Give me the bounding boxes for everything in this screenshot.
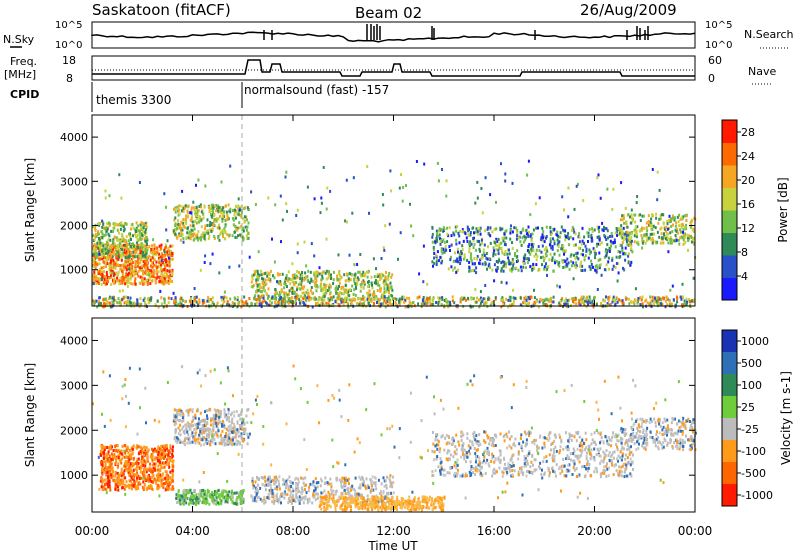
colorbar-tick-label: -500 xyxy=(741,467,766,480)
colorbar-tick-label: 500 xyxy=(741,357,762,370)
colorbar-tick-label: 28 xyxy=(741,126,755,139)
nave-label: Nave xyxy=(748,65,776,78)
colorbar-swatch xyxy=(722,418,737,441)
velocity-colorbar-label: Velocity [m s-1] xyxy=(779,371,793,465)
x-axis: 00:00 04:00 08:00 12:00 16:00 20:00 00:00 xyxy=(75,115,713,538)
colorbar-tick-label: 12 xyxy=(741,222,755,235)
nsearch-label: N.Search xyxy=(744,28,794,41)
velocity-ylabel: Slant Range [km] xyxy=(23,363,37,467)
cpid-segment-2: normalsound (fast) -157 xyxy=(244,83,389,97)
nsearch-tick-high: 10^5 xyxy=(705,20,732,31)
colorbar-swatch xyxy=(722,277,737,301)
nave-tick-low: 0 xyxy=(708,72,715,85)
colorbar-swatch xyxy=(722,374,737,397)
colorbar-swatch xyxy=(722,255,737,278)
colorbar-swatch xyxy=(722,120,737,143)
nsky-tick-low: 10^0 xyxy=(55,40,82,51)
colorbar-tick-label: -25 xyxy=(741,423,759,436)
x-tick-label: 12:00 xyxy=(376,524,411,538)
y-tick-label: 2000 xyxy=(60,220,88,233)
power-colorbar: 4 8 12 16 20 24 28 xyxy=(721,119,755,301)
colorbar-tick-label: 20 xyxy=(741,174,755,187)
nave-tick-high: 60 xyxy=(708,54,722,67)
colorbar-swatch xyxy=(722,396,737,419)
colorbar-swatch xyxy=(722,462,737,485)
colorbar-tick-label: 4 xyxy=(741,270,748,283)
cpid-label: CPID xyxy=(10,88,39,101)
colorbar-tick-label: 100 xyxy=(741,379,762,392)
y-tick-label: 2000 xyxy=(60,424,88,437)
colorbar-swatch xyxy=(722,210,737,233)
colorbar-swatch xyxy=(722,187,737,211)
colorbar-tick-label: 8 xyxy=(741,246,748,259)
power-ylabel: Slant Range [km] xyxy=(23,158,37,262)
y-tick-label: 4000 xyxy=(60,131,88,144)
x-tick-label: 20:00 xyxy=(577,524,612,538)
colorbar-tick-label: -100 xyxy=(741,445,766,458)
beam-label: Beam 02 xyxy=(355,4,422,22)
date-label: 26/Aug/2009 xyxy=(580,1,677,19)
colorbar-tick-label: 24 xyxy=(741,150,755,163)
colorbar-swatch xyxy=(722,232,737,256)
freq-tick-high: 18 xyxy=(62,54,76,67)
freq-tick-low: 8 xyxy=(66,72,73,85)
nsearch-tick-low: 10^0 xyxy=(705,40,732,51)
x-tick-label: 00:00 xyxy=(678,524,713,538)
freq-unit-label: [MHz] xyxy=(4,68,36,81)
velocity-colorbar: 1000 500 100 25 -25 -100 -500 -1000 xyxy=(721,329,773,507)
colorbar-tick-label: 25 xyxy=(741,401,755,414)
nsky-panel xyxy=(91,21,696,49)
nsky-label: N.Sky xyxy=(3,33,35,46)
colorbar-swatch xyxy=(722,165,737,188)
freq-label: Freq. xyxy=(10,55,37,68)
x-tick-label: 16:00 xyxy=(477,524,512,538)
freq-panel xyxy=(91,55,696,81)
colorbar-swatch xyxy=(722,142,737,166)
power-panel: 1000 2000 3000 4000 xyxy=(60,114,697,309)
x-tick-label: 00:00 xyxy=(75,524,110,538)
colorbar-swatch xyxy=(722,352,737,375)
colorbar-swatch xyxy=(722,330,737,353)
cpid-segment-1: themis 3300 xyxy=(96,93,171,107)
y-tick-label: 3000 xyxy=(60,379,88,392)
y-tick-label: 4000 xyxy=(60,334,88,347)
x-axis-label: Time UT xyxy=(367,539,418,553)
power-colorbar-label: Power [dB] xyxy=(776,177,790,242)
colorbar-tick-label: 16 xyxy=(741,198,755,211)
y-tick-label: 1000 xyxy=(60,264,88,277)
x-tick-label: 04:00 xyxy=(175,524,210,538)
nsky-tick-high: 10^5 xyxy=(55,20,82,31)
x-tick-label: 08:00 xyxy=(276,524,311,538)
velocity-panel: 1000 2000 3000 4000 xyxy=(60,317,697,513)
y-tick-label: 1000 xyxy=(60,469,88,482)
colorbar-swatch xyxy=(722,484,737,507)
station-title: Saskatoon (fitACF) xyxy=(92,1,231,19)
colorbar-tick-label: -1000 xyxy=(741,489,773,502)
colorbar-tick-label: 1000 xyxy=(741,335,769,348)
y-tick-label: 3000 xyxy=(60,175,88,188)
colorbar-swatch xyxy=(722,440,737,463)
